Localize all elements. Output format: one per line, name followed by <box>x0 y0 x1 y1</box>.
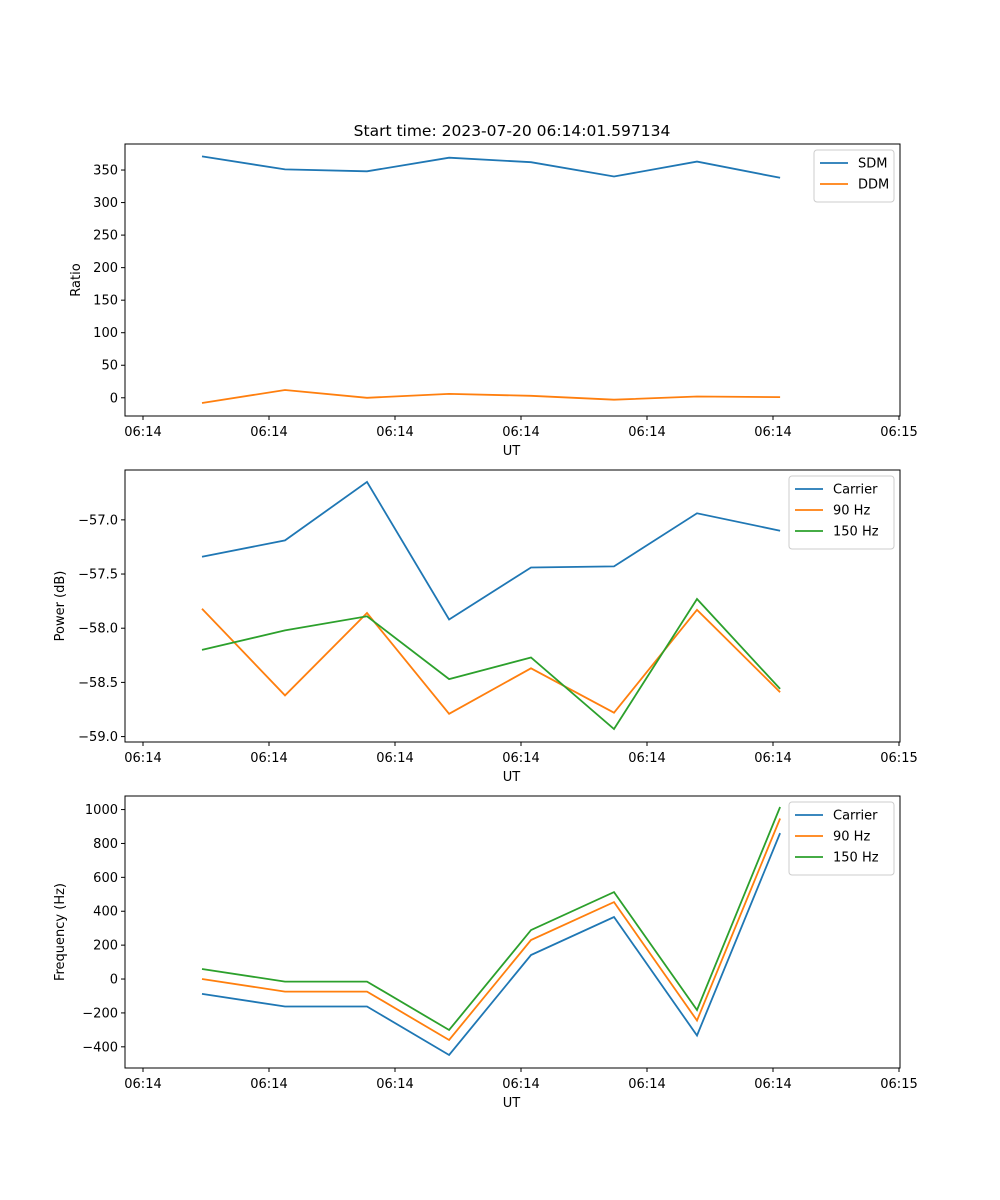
series-line-carrier <box>201 832 781 1057</box>
y-tick-label: 250 <box>93 229 118 244</box>
y-tick-label: 0 <box>110 391 118 406</box>
y-axis-label: Frequency (Hz) <box>53 883 68 981</box>
subplot-1: 06:14 06:14 06:14 06:14 06:14 06:14 06:15 UT 0 50… <box>69 143 918 459</box>
series-line-carrier <box>201 480 781 621</box>
legend-label: Carrier <box>833 483 878 498</box>
x-tick-label: 06:14 <box>124 425 161 440</box>
axes-frame <box>124 795 901 1069</box>
y-tick-label: 150 <box>93 294 118 309</box>
series-line-150-hz <box>201 597 781 731</box>
legend-label: SDM <box>858 157 887 172</box>
y-tick-label: 350 <box>93 164 118 179</box>
legend-label: 150 Hz <box>833 851 879 866</box>
x-tick-label: 06:14 <box>754 425 791 440</box>
x-tick-label: 06:15 <box>880 425 917 440</box>
legend: Carrier 90 Hz 150 Hz <box>788 475 895 550</box>
y-tick-label: 200 <box>93 261 118 276</box>
x-tick-label: 06:14 <box>250 751 287 766</box>
x-axis-label: UT <box>503 770 521 785</box>
y-tick-label: 400 <box>93 905 118 920</box>
y-axis-label: Ratio <box>69 263 84 296</box>
x-tick-label: 06:14 <box>376 1077 413 1092</box>
y-tick-label: −57.5 <box>78 568 118 583</box>
x-tick-label: 06:14 <box>376 751 413 766</box>
x-axis-label: UT <box>503 444 521 459</box>
x-tick-label: 06:14 <box>754 1077 791 1092</box>
x-tick-label: 06:14 <box>502 751 539 766</box>
series-line-90-hz <box>201 818 781 1042</box>
series-line-sdm <box>201 155 781 179</box>
axes-frame <box>124 469 901 743</box>
series-line-90-hz <box>201 608 781 715</box>
y-tick-label: −59.0 <box>78 730 118 745</box>
x-tick-label: 06:14 <box>124 1077 161 1092</box>
y-tick-label: −58.5 <box>78 676 118 691</box>
legend-label: 90 Hz <box>833 504 870 519</box>
x-tick-label: 06:14 <box>250 1077 287 1092</box>
legend-label: Carrier <box>833 809 878 824</box>
legend: SDM DDM <box>813 149 895 203</box>
y-tick-label: −58.0 <box>78 622 118 637</box>
x-tick-label: 06:14 <box>628 751 665 766</box>
series-line-ddm <box>201 389 781 404</box>
y-tick-label: −400 <box>82 1040 118 1055</box>
y-tick-label: 100 <box>93 326 118 341</box>
y-axis-label: Power (dB) <box>53 571 68 642</box>
subplot-2: 06:14 06:14 06:14 06:14 06:14 06:14 06:15 UT −57… <box>53 469 918 785</box>
x-tick-label: 06:15 <box>880 1077 917 1092</box>
legend-label: 150 Hz <box>833 525 879 540</box>
subplot-3: 06:14 06:14 06:14 06:14 06:14 06:14 06:15 UT −40… <box>53 795 918 1111</box>
series-line-150-hz <box>201 806 781 1032</box>
x-tick-label: 06:14 <box>376 425 413 440</box>
x-tick-label: 06:14 <box>628 1077 665 1092</box>
legend-label: DDM <box>858 178 889 193</box>
y-tick-label: 300 <box>93 196 118 211</box>
x-tick-label: 06:15 <box>880 751 917 766</box>
axes-frame <box>124 143 901 417</box>
y-tick-label: 0 <box>110 973 118 988</box>
y-tick-label: 200 <box>93 939 118 954</box>
y-tick-label: 1000 <box>85 803 118 818</box>
y-tick-label: 50 <box>101 359 118 374</box>
x-tick-label: 06:14 <box>124 751 161 766</box>
x-tick-label: 06:14 <box>502 1077 539 1092</box>
y-tick-label: −200 <box>82 1006 118 1021</box>
x-tick-label: 06:14 <box>754 751 791 766</box>
legend-label: 90 Hz <box>833 830 870 845</box>
y-tick-label: 600 <box>93 871 118 886</box>
x-tick-label: 06:14 <box>502 425 539 440</box>
x-axis-label: UT <box>503 1096 521 1111</box>
y-tick-label: 800 <box>93 837 118 852</box>
chart-title: Start time: 2023-07-20 06:14:01.597134 <box>354 122 671 140</box>
x-tick-label: 06:14 <box>628 425 665 440</box>
y-tick-label: −57.0 <box>78 513 118 528</box>
x-tick-label: 06:14 <box>250 425 287 440</box>
legend: Carrier 90 Hz 150 Hz <box>788 801 895 876</box>
